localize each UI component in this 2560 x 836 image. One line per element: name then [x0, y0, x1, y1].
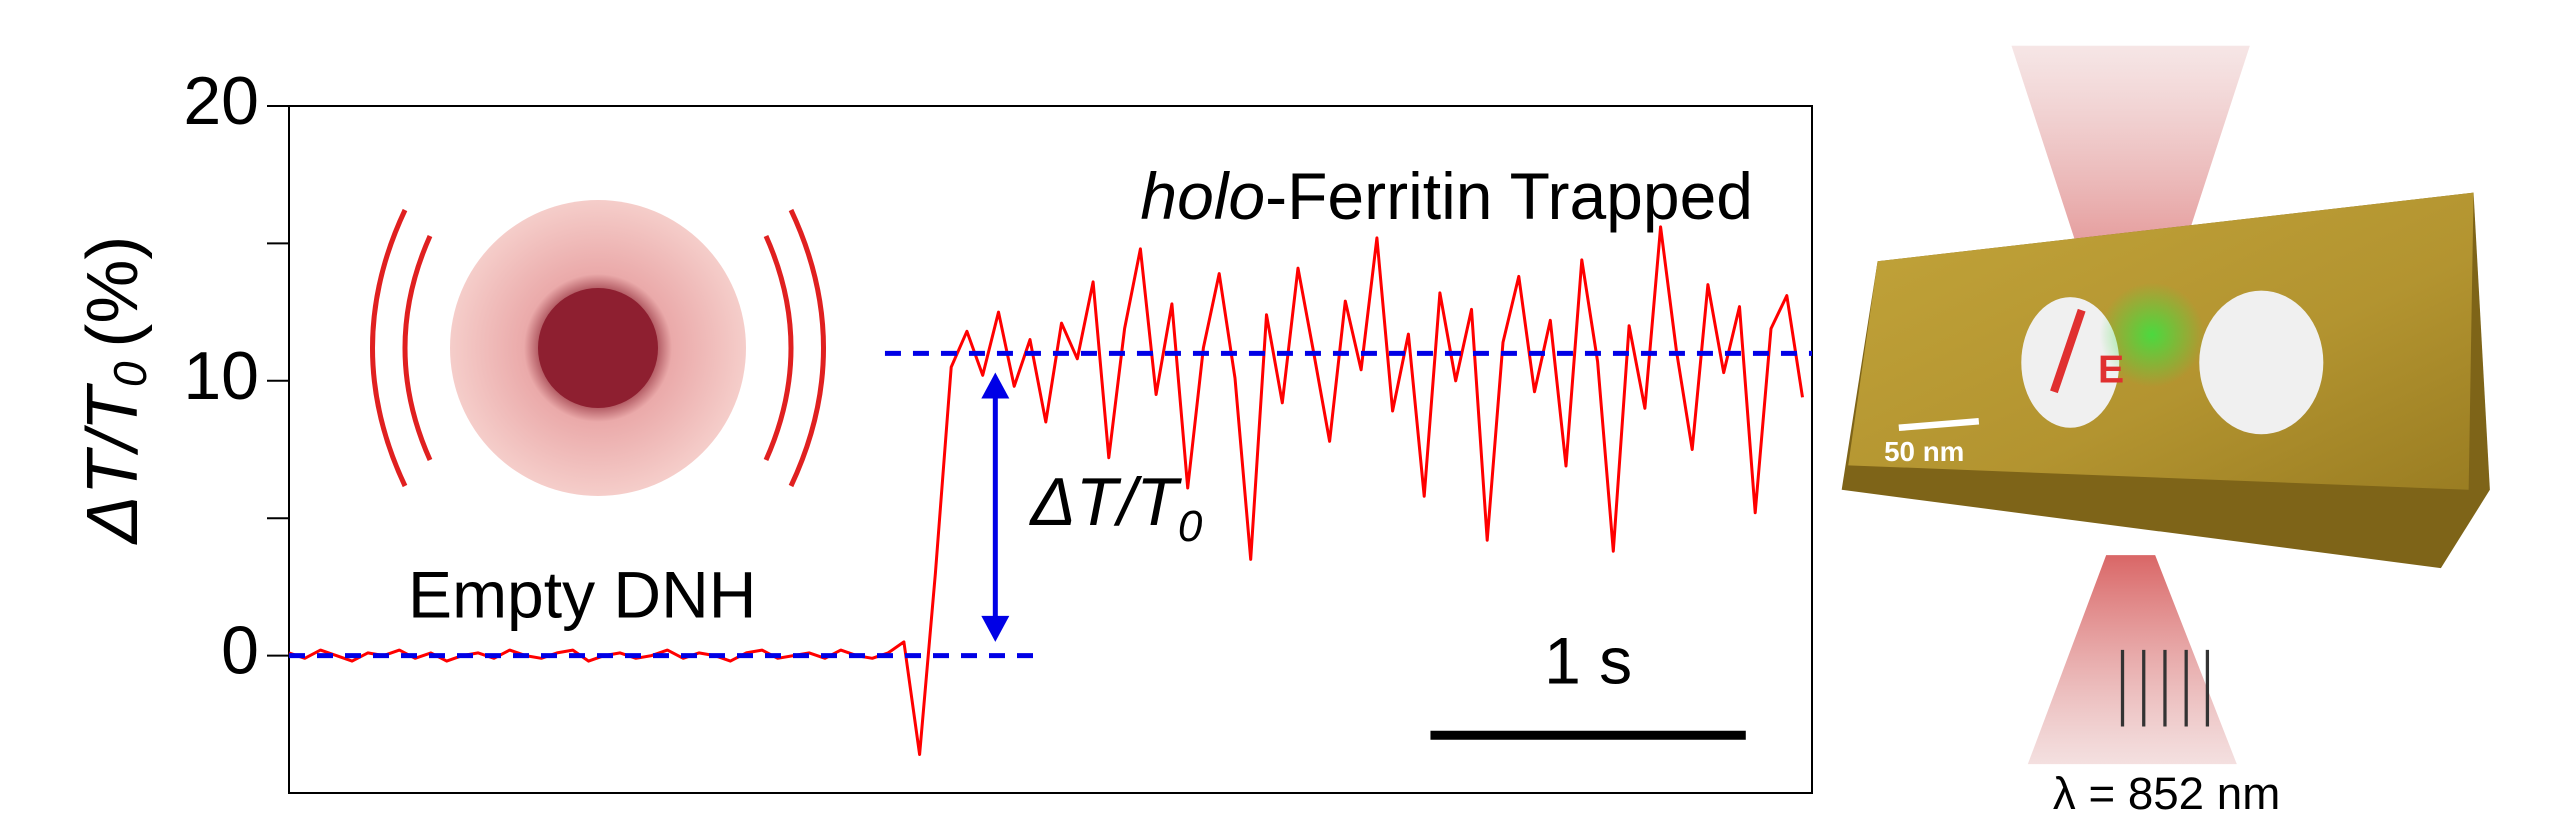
wavelength-label: λ = 852 nm [2053, 768, 2280, 819]
annotation-text: Empty DNH [408, 558, 756, 632]
y-label-unit: (%) [73, 236, 153, 348]
delta-label-sub: 0 [1178, 502, 1203, 551]
arrow-head [981, 615, 1010, 642]
annotation: 1 s [1544, 624, 1632, 698]
y-tick-label: 0 [221, 613, 259, 689]
trace-line [288, 225, 1804, 756]
y-label-main: ΔT/T [73, 382, 153, 545]
delta-label-main: ΔT/T [1028, 464, 1182, 540]
y-axis-label: ΔT/T0 (%) [73, 236, 156, 546]
y-tick-label: 10 [183, 338, 259, 414]
scale-label: 50 nm [1884, 436, 1964, 467]
ferritin-inset [370, 200, 826, 496]
annotation-italic: holo [1140, 160, 1265, 234]
annotation-text: -Ferritin Trapped [1265, 160, 1753, 234]
field-label: E [2098, 349, 2124, 392]
delta-label: ΔT/T0 [1028, 464, 1203, 551]
arrow-head [981, 372, 1010, 399]
plot-frame [288, 105, 1813, 794]
annotation: Empty DNH [408, 558, 756, 632]
y-tick-label: 20 [183, 63, 259, 139]
annotation-text: 1 s [1544, 624, 1632, 698]
y-label-sub: 0 [104, 361, 156, 387]
annotation: holo-Ferritin Trapped [1140, 160, 1753, 234]
dnh-illustration: E 50 nm λ = 852 nm [1841, 45, 2490, 819]
